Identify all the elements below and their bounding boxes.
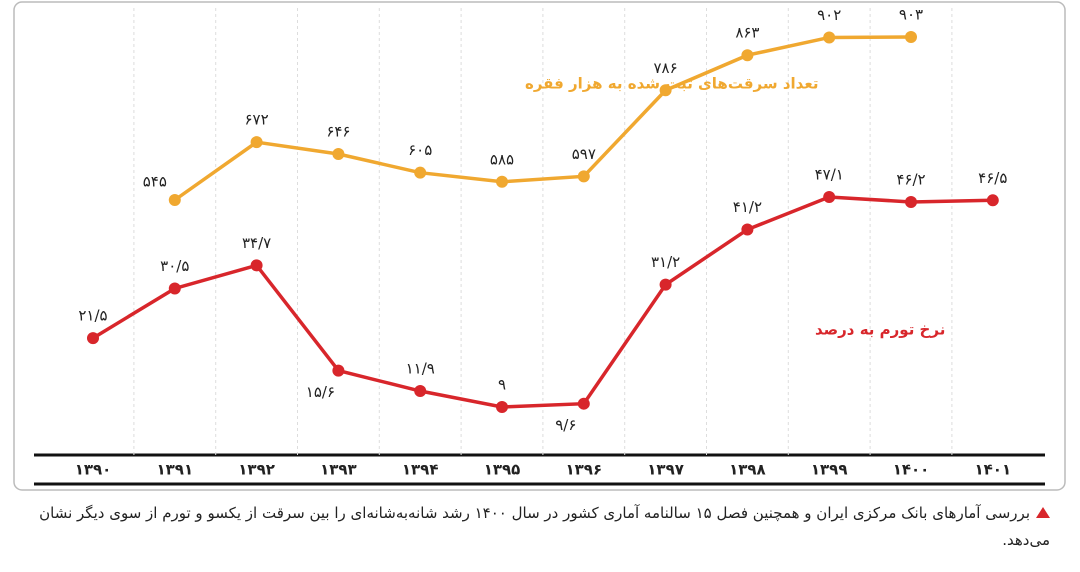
data-point (659, 278, 672, 291)
data-point (168, 194, 181, 206)
x-tick-label: ۱۳۹۱ (156, 461, 193, 479)
data-label: ۵۸۵ (490, 150, 514, 168)
x-tick-label: ۱۳۹۵ (484, 461, 521, 479)
data-label: ۴۱/۲ (733, 198, 762, 216)
series-label: نرخ تورم به درصد (815, 321, 945, 339)
x-tick-label: ۱۴۰۱ (974, 461, 1011, 479)
data-label: ۳۴/۷ (242, 234, 271, 252)
x-tick-label: ۱۳۹۶ (565, 461, 602, 479)
data-label: ۹۰۲ (817, 6, 841, 24)
data-point (250, 136, 263, 149)
data-point (659, 84, 672, 97)
chart: ۱۳۹۰ ۱۳۹۱ ۱۳۹۲ ۱۳۹۳ ۱۳۹۴ ۱۳۹۵ ۱۳۹۶ ۱۳۹۷ ۱۳۹۸ ۱۳۹۹… (13, 1, 1066, 491)
series-label: تعداد سرقت‌های ثبت شده به هزار فقره (525, 75, 818, 93)
x-tick-label: ۱۳۹۳ (320, 461, 357, 479)
data-point (577, 397, 590, 410)
data-point (414, 166, 427, 179)
x-tick-label: ۱۳۹۰ (75, 461, 112, 479)
data-label: ۴۶/۵ (978, 169, 1007, 187)
series-line (173, 35, 912, 202)
data-point (741, 223, 754, 236)
data-label: ۹ (498, 376, 506, 394)
data-label: ۳۰/۵ (160, 257, 189, 275)
data-point (823, 191, 836, 203)
data-label: ۲۱/۵ (78, 307, 107, 325)
data-point (905, 195, 917, 208)
data-point (332, 364, 345, 377)
caption-text: بررسی آمارهای بانک مرکزی ایران و همچنین … (39, 504, 1050, 549)
caption: بررسی آمارهای بانک مرکزی ایران و همچنین … (20, 500, 1050, 554)
data-label: ۸۶۳ (735, 24, 759, 42)
data-label: ۳۱/۲ (651, 253, 680, 271)
series-line (92, 195, 993, 409)
caption-icon (1036, 507, 1050, 518)
data-label: ۶۴۶ (326, 123, 350, 141)
data-label: ۱۵/۶ (306, 383, 335, 401)
x-tick-label: ۱۳۹۴ (402, 461, 439, 479)
x-tick-label: ۱۴۰۰ (893, 461, 930, 479)
data-label: ۷۸۶ (654, 59, 678, 77)
data-label: ۴۶/۲ (896, 170, 925, 188)
data-label: ۹/۶ (555, 416, 576, 434)
data-point (905, 31, 917, 43)
data-point (87, 332, 99, 345)
x-tick-label: ۱۳۹۸ (729, 461, 766, 479)
data-point (577, 170, 590, 183)
data-label: ۵۴۵ (143, 173, 167, 191)
data-point (168, 282, 181, 295)
data-point (986, 194, 999, 207)
data-label: ۵۹۷ (572, 145, 596, 163)
x-tick-label: ۱۳۹۹ (811, 461, 848, 479)
data-label: ۱۱/۹ (406, 360, 435, 378)
data-point (332, 148, 345, 161)
x-tick-label: ۱۳۹۷ (647, 461, 684, 479)
data-label: ۶۷۲ (245, 111, 269, 129)
data-label: ۹۰۳ (899, 6, 923, 24)
data-label: ۶۰۵ (408, 141, 432, 159)
data-point (414, 385, 427, 398)
data-point (496, 401, 508, 413)
chart-border (13, 1, 1066, 491)
x-tick-label: ۱۳۹۲ (238, 461, 275, 479)
data-label: ۴۷/۱ (815, 166, 844, 184)
data-point (496, 175, 508, 188)
data-point (741, 49, 754, 62)
data-point (823, 31, 836, 44)
data-point (250, 259, 263, 272)
